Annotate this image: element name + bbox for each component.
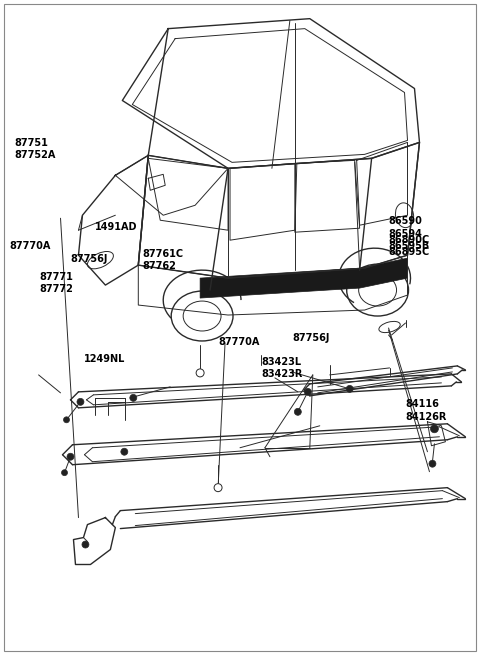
Circle shape [214, 483, 222, 492]
Circle shape [77, 398, 84, 405]
Text: 86590
86594
86595B: 86590 86594 86595B [388, 216, 430, 251]
Text: 1249NL: 1249NL [84, 354, 126, 364]
Circle shape [294, 408, 301, 415]
Circle shape [61, 470, 68, 476]
Text: 87770A: 87770A [9, 240, 51, 251]
Polygon shape [200, 258, 408, 298]
Text: 84116
84126R: 84116 84126R [405, 400, 446, 422]
Circle shape [67, 453, 74, 460]
Text: 83423L
83423R: 83423L 83423R [262, 357, 303, 379]
Text: 87751
87752A: 87751 87752A [14, 138, 56, 160]
Text: 87756J: 87756J [293, 333, 330, 343]
Circle shape [82, 541, 89, 548]
Circle shape [304, 388, 312, 396]
Text: 86890C
86895C: 86890C 86895C [388, 234, 430, 257]
Circle shape [346, 385, 353, 392]
Circle shape [429, 460, 436, 467]
Circle shape [431, 425, 438, 433]
Circle shape [130, 394, 137, 402]
Circle shape [196, 369, 204, 377]
Circle shape [63, 417, 70, 422]
Text: 87761C
87762: 87761C 87762 [142, 249, 183, 271]
Text: 87756J: 87756J [70, 253, 108, 264]
Circle shape [121, 448, 128, 455]
Text: 87771
87772: 87771 87772 [39, 272, 73, 294]
Text: 1491AD: 1491AD [95, 221, 137, 232]
Text: 87770A: 87770A [218, 337, 260, 347]
